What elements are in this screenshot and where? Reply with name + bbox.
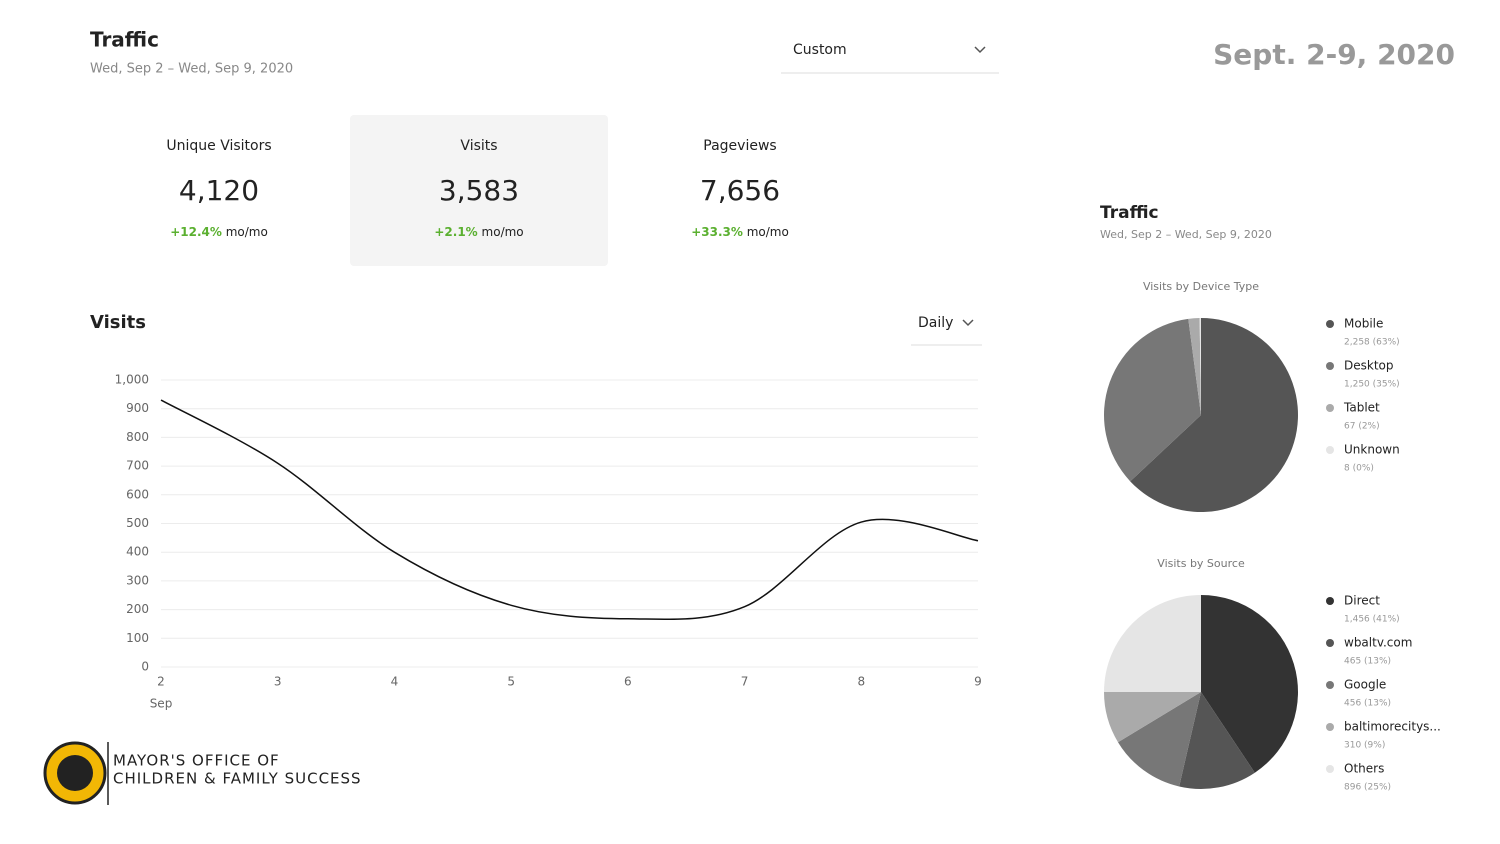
- x-tick-label: 5: [507, 675, 515, 689]
- pie-title: Visits by Source: [1157, 557, 1245, 570]
- legend-dot: [1326, 362, 1334, 370]
- legend-label: Mobile: [1344, 317, 1383, 331]
- side-title: Traffic: [1100, 203, 1159, 223]
- line: [160, 399, 979, 621]
- legend-value: 2,258 (63%): [1344, 338, 1400, 348]
- y-tick-label: 700: [126, 459, 149, 473]
- pie-slice: [1104, 692, 1201, 743]
- logo: MAYOR'S OFFICE OF CHILDREN & FAMILY SUCC…: [43, 741, 362, 805]
- legend-dot: [1326, 639, 1334, 647]
- stat-change: +2.1% mo/mo: [434, 225, 523, 239]
- stat-value: 4,120: [179, 174, 259, 207]
- pie-slice: [1118, 692, 1201, 787]
- pie-title: Visits by Device Type: [1143, 280, 1259, 293]
- change-unit: mo/mo: [482, 225, 524, 239]
- change-value: +33.3%: [691, 225, 743, 239]
- legend-dot: [1326, 681, 1334, 689]
- x-tick-label: 9: [974, 675, 982, 689]
- date-banner: Sept. 2-9, 2020: [1213, 38, 1455, 71]
- y-tick-label: 300: [126, 573, 149, 587]
- legend-value: 896 (25%): [1344, 783, 1391, 793]
- stat-label: Pageviews: [703, 138, 776, 154]
- legend-value: 465 (13%): [1344, 657, 1391, 667]
- interval-dropdown[interactable]: Daily: [911, 315, 982, 346]
- selected-card: [350, 115, 608, 266]
- change-value: +2.1%: [434, 225, 477, 239]
- legend-dot: [1326, 446, 1334, 454]
- legend-label: Tablet: [1343, 401, 1380, 415]
- y-tick-label: 800: [126, 430, 149, 444]
- y-tick-label: 900: [126, 401, 149, 415]
- stat-label: Visits: [460, 138, 497, 154]
- pie-slice: [1199, 318, 1201, 415]
- side-subtitle: Wed, Sep 2 – Wed, Sep 9, 2020: [1100, 228, 1272, 241]
- y-tick-label: 500: [126, 516, 149, 530]
- pie-slice: [1201, 595, 1298, 773]
- change-value: +12.4%: [170, 225, 222, 239]
- legend-value: 67 (2%): [1344, 422, 1380, 432]
- y-tick-label: 0: [141, 660, 149, 674]
- legend-dot: [1326, 723, 1334, 731]
- pie-slice: [1104, 318, 1201, 482]
- legend-value: 456 (13%): [1344, 699, 1391, 709]
- pie-slice: [1104, 595, 1201, 693]
- x-tick-label: 4: [391, 675, 399, 689]
- logo-line: MAYOR'S OFFICE OF: [113, 752, 280, 770]
- stat-value: 3,583: [439, 174, 519, 207]
- chevron: [974, 46, 986, 54]
- legend-label: baltimorecitys...: [1344, 720, 1441, 734]
- legend-label: wbaltv.com: [1344, 636, 1412, 650]
- legend-dot: [1326, 404, 1334, 412]
- legend-dot: [1326, 320, 1334, 328]
- change-unit: mo/mo: [226, 225, 268, 239]
- legend-value: 310 (9%): [1344, 741, 1385, 751]
- logo-line: CHILDREN & FAMILY SUCCESS: [113, 770, 362, 788]
- change-unit: mo/mo: [747, 225, 789, 239]
- legend-label: Google: [1344, 678, 1386, 692]
- legend-label: Direct: [1344, 594, 1380, 608]
- stat-label: Unique Visitors: [166, 138, 271, 154]
- x-tick-label: 6: [624, 675, 632, 689]
- page-subtitle: Wed, Sep 2 – Wed, Sep 9, 2020: [90, 62, 293, 77]
- y-tick-label: 400: [126, 545, 149, 559]
- range-dropdown[interactable]: Custom: [781, 42, 999, 74]
- dropdown-label: Daily: [918, 315, 953, 331]
- legend-dot: [1326, 765, 1334, 773]
- pie-slice: [1179, 692, 1255, 789]
- y-tick-label: 200: [126, 602, 149, 616]
- page-title: Traffic: [90, 28, 159, 52]
- legend-value: 8 (0%): [1344, 464, 1374, 474]
- x-tick-label: 7: [741, 675, 749, 689]
- pie-slice: [1188, 318, 1201, 415]
- stat-change: +12.4% mo/mo: [170, 225, 268, 239]
- chart-title: Visits: [90, 312, 146, 333]
- x-tick-label: 3: [274, 675, 282, 689]
- dropdown-label: Custom: [793, 42, 847, 58]
- legend-value: 1,456 (41%): [1344, 615, 1400, 625]
- pie-slice: [1130, 318, 1298, 512]
- stat-change: +33.3% mo/mo: [691, 225, 789, 239]
- chevron: [962, 319, 974, 327]
- y-tick-label: 1,000: [115, 373, 149, 387]
- legend-dot: [1326, 597, 1334, 605]
- x-sublabel: Sep: [150, 697, 173, 711]
- legend-label: Unknown: [1344, 443, 1400, 457]
- y-tick-label: 100: [126, 631, 149, 645]
- stat-value: 7,656: [700, 174, 780, 207]
- x-tick-label: 8: [857, 675, 865, 689]
- legend-value: 1,250 (35%): [1344, 380, 1400, 390]
- legend-label: Desktop: [1344, 359, 1394, 373]
- y-tick-label: 600: [126, 487, 149, 501]
- x-tick-label: 2: [157, 675, 165, 689]
- seal-inner: [57, 755, 93, 791]
- legend-label: Others: [1344, 762, 1384, 776]
